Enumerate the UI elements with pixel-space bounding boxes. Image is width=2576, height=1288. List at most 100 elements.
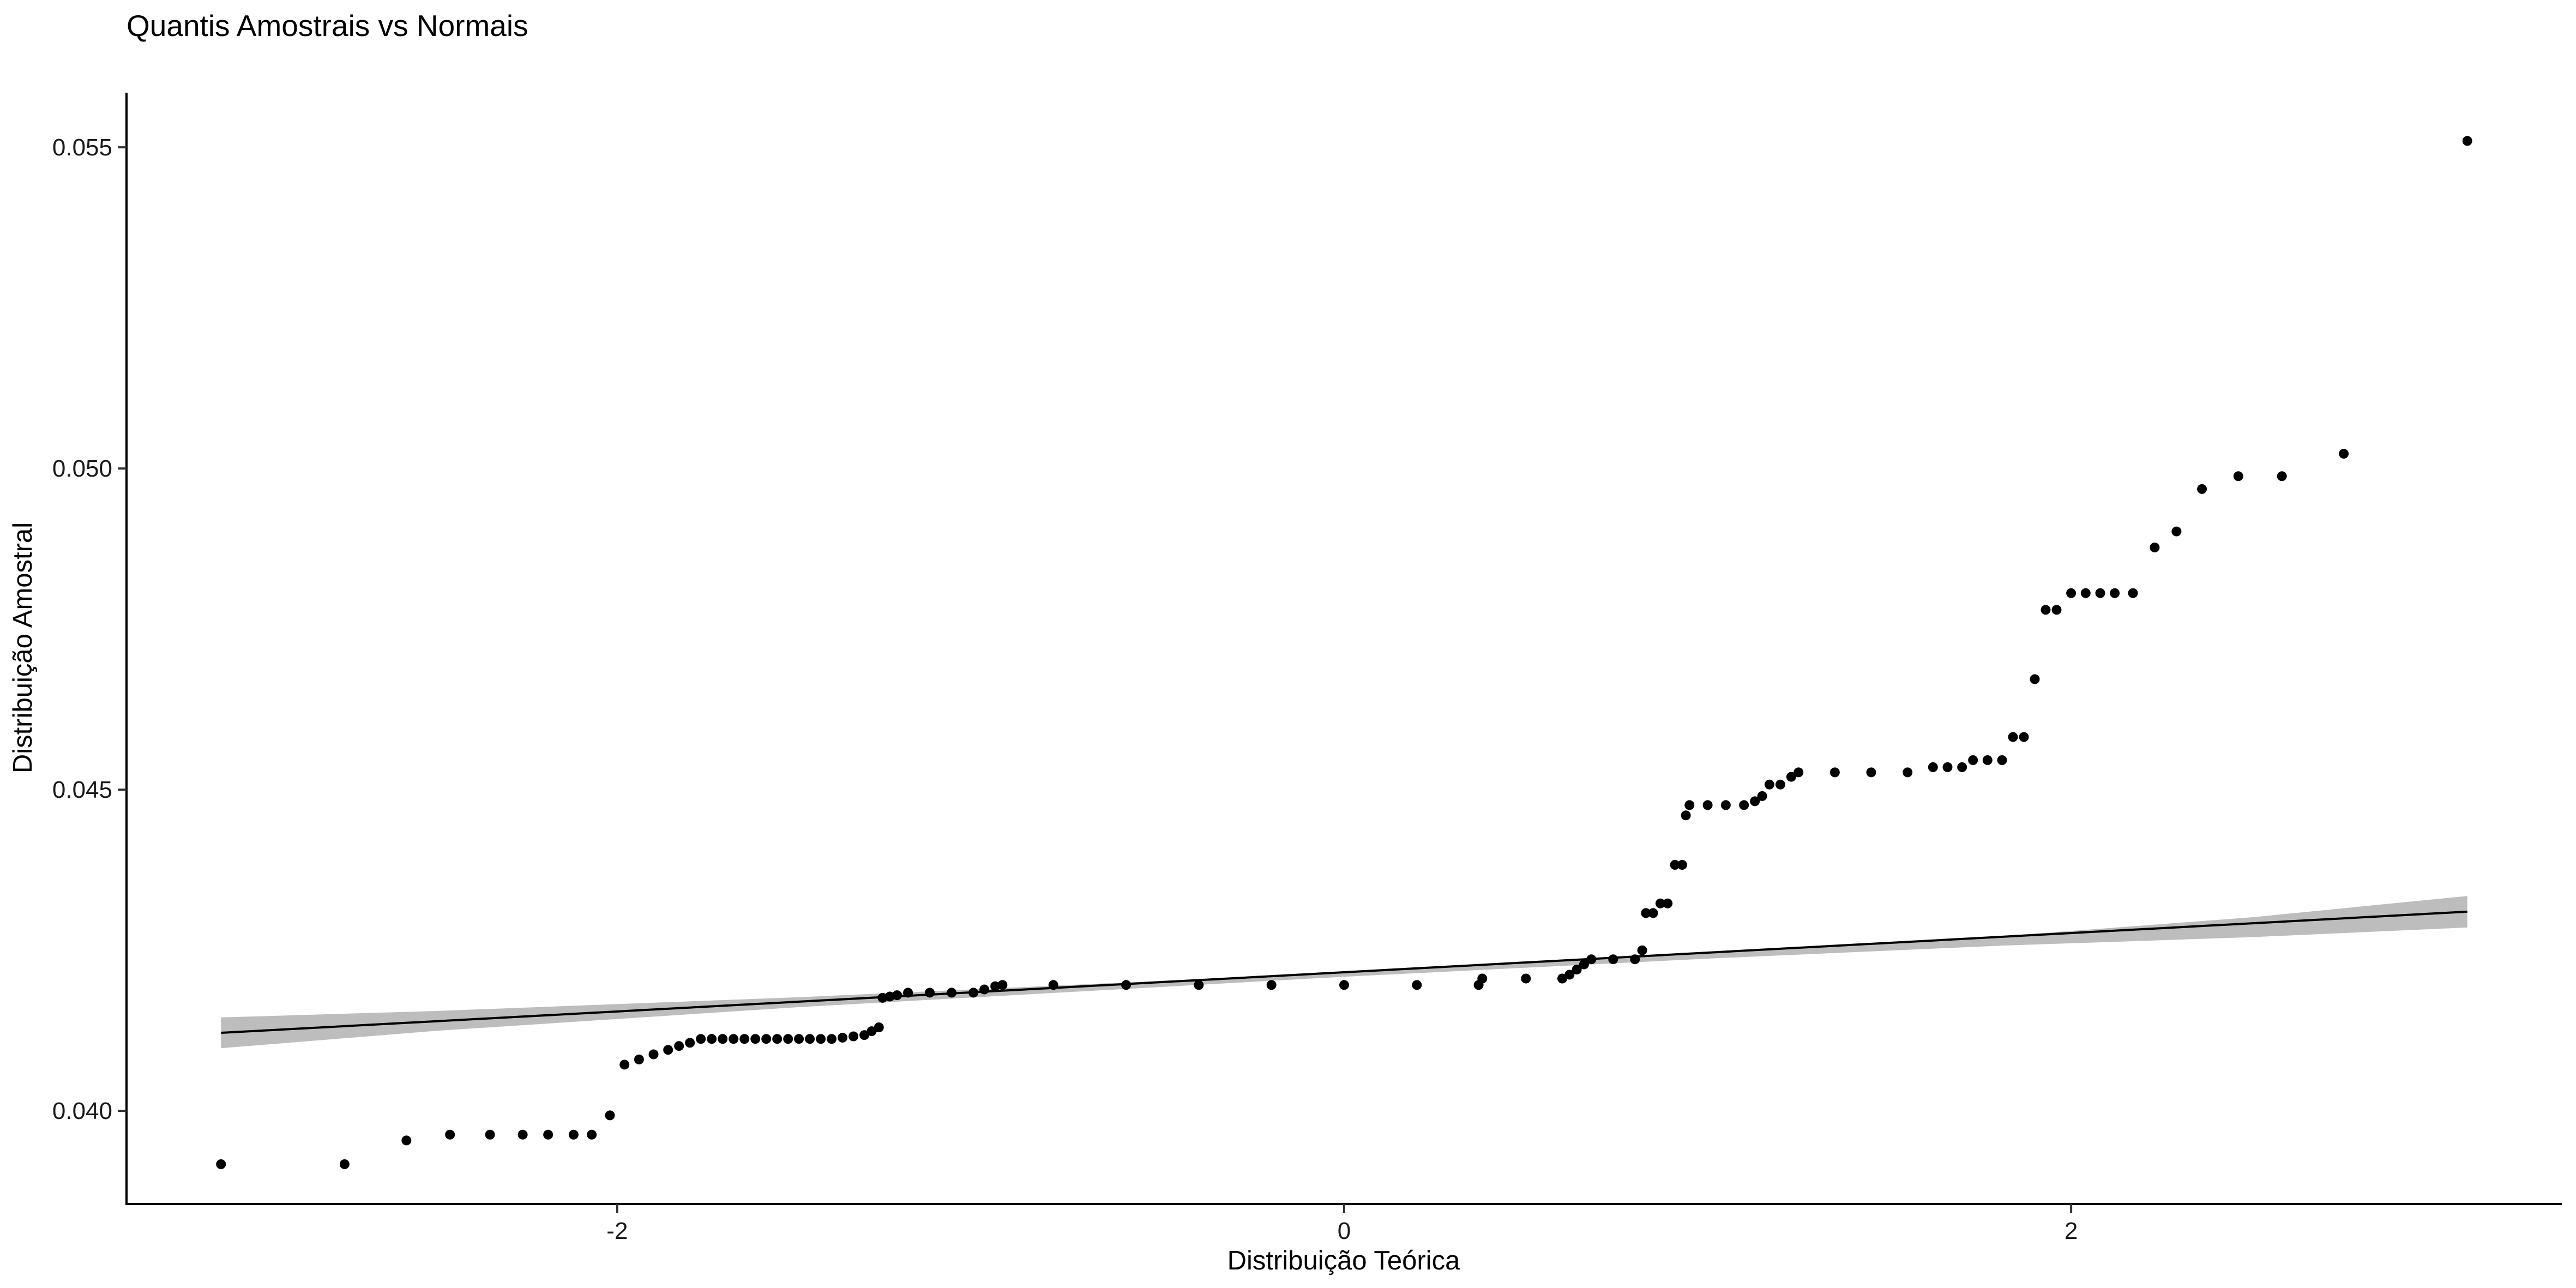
data-point bbox=[2110, 588, 2120, 598]
data-point bbox=[2150, 543, 2160, 552]
data-point bbox=[2197, 484, 2207, 494]
data-point bbox=[401, 1135, 412, 1146]
data-point bbox=[1720, 800, 1731, 810]
y-tick-label: 0.055 bbox=[52, 134, 112, 161]
data-point bbox=[947, 988, 957, 998]
data-point bbox=[1786, 772, 1796, 782]
data-point bbox=[216, 1159, 226, 1169]
data-point bbox=[838, 1032, 848, 1043]
data-point bbox=[1048, 980, 1058, 990]
data-point bbox=[1764, 779, 1774, 790]
data-point bbox=[1982, 755, 1993, 765]
data-point bbox=[517, 1129, 528, 1140]
x-axis-title: Distribuição Teórica bbox=[1227, 1246, 1460, 1275]
data-point bbox=[634, 1054, 644, 1064]
data-point bbox=[1670, 860, 1680, 870]
data-point bbox=[783, 1034, 793, 1044]
data-point bbox=[968, 988, 979, 998]
data-point bbox=[1579, 959, 1589, 970]
data-point bbox=[1641, 908, 1651, 918]
data-point bbox=[1684, 800, 1695, 810]
data-point bbox=[2080, 588, 2091, 598]
data-point bbox=[874, 1022, 884, 1032]
x-tick-label: 0 bbox=[1338, 1218, 1351, 1244]
data-point bbox=[718, 1034, 728, 1044]
x-axis-ticks: -2 0 2 bbox=[606, 1204, 2078, 1244]
data-point bbox=[674, 1041, 684, 1051]
data-point bbox=[1775, 779, 1785, 790]
data-point bbox=[1266, 980, 1277, 990]
data-point bbox=[2051, 605, 2062, 615]
data-point bbox=[1477, 973, 1488, 984]
data-point bbox=[605, 1110, 615, 1121]
chart-title: Quantis Amostrais vs Normais bbox=[127, 9, 528, 43]
data-point bbox=[866, 1026, 877, 1037]
data-point bbox=[1339, 980, 1349, 990]
data-point bbox=[587, 1129, 597, 1140]
data-point bbox=[2128, 588, 2138, 598]
data-point bbox=[1702, 800, 1713, 810]
data-point bbox=[2030, 674, 2040, 684]
data-point bbox=[739, 1034, 750, 1044]
data-point bbox=[1121, 980, 1131, 990]
y-tick-label: 0.045 bbox=[52, 777, 112, 803]
data-point bbox=[2233, 471, 2243, 482]
data-point bbox=[2019, 732, 2029, 742]
data-point bbox=[1942, 762, 1953, 772]
data-point bbox=[729, 1034, 739, 1044]
data-point bbox=[892, 990, 902, 1001]
data-point bbox=[445, 1129, 455, 1140]
data-point bbox=[1586, 954, 1597, 965]
data-point bbox=[2339, 449, 2349, 459]
data-point bbox=[794, 1034, 804, 1044]
data-point bbox=[903, 988, 913, 998]
y-tick-label: 0.040 bbox=[52, 1098, 112, 1124]
data-point bbox=[1957, 762, 1967, 772]
data-point bbox=[2066, 588, 2077, 598]
data-point bbox=[1750, 796, 1760, 806]
data-point bbox=[816, 1034, 826, 1044]
reference-line bbox=[221, 910, 2467, 1034]
data-point bbox=[859, 1030, 870, 1040]
data-point bbox=[685, 1038, 695, 1048]
data-point bbox=[696, 1034, 706, 1044]
data-point bbox=[1928, 762, 1938, 772]
data-point bbox=[485, 1129, 495, 1140]
data-point bbox=[1997, 755, 2007, 765]
data-point bbox=[990, 981, 1001, 991]
data-point bbox=[750, 1034, 761, 1044]
data-point bbox=[1637, 945, 1647, 955]
data-point bbox=[1557, 973, 1567, 984]
data-point bbox=[2277, 471, 2287, 482]
data-point bbox=[619, 1060, 630, 1070]
data-point bbox=[1521, 973, 1531, 984]
y-axis-title: Distribuição Amostral bbox=[8, 522, 38, 773]
x-tick-label: 2 bbox=[2065, 1218, 2078, 1244]
data-point bbox=[568, 1129, 579, 1140]
data-point bbox=[663, 1045, 673, 1055]
data-point bbox=[543, 1129, 553, 1140]
data-point bbox=[884, 991, 895, 1002]
data-point bbox=[1564, 970, 1575, 980]
data-point bbox=[1655, 898, 1665, 908]
data-point bbox=[1739, 800, 1749, 810]
data-point bbox=[1572, 965, 1582, 974]
data-point bbox=[827, 1034, 837, 1044]
data-point bbox=[1793, 767, 1804, 778]
data-point bbox=[925, 988, 935, 998]
data-point bbox=[1608, 954, 1618, 965]
data-point bbox=[2041, 605, 2051, 615]
data-point bbox=[1866, 767, 1876, 778]
reference-line-layer bbox=[221, 910, 2467, 1034]
data-point bbox=[2171, 526, 2182, 537]
data-point bbox=[1903, 767, 1913, 778]
data-point bbox=[1648, 908, 1658, 918]
data-point bbox=[1677, 860, 1687, 870]
data-point bbox=[1412, 980, 1422, 990]
data-point bbox=[2095, 588, 2105, 598]
data-point bbox=[339, 1159, 350, 1169]
data-point bbox=[1829, 767, 1840, 778]
x-tick-label: -2 bbox=[606, 1218, 628, 1244]
data-point bbox=[979, 984, 990, 995]
